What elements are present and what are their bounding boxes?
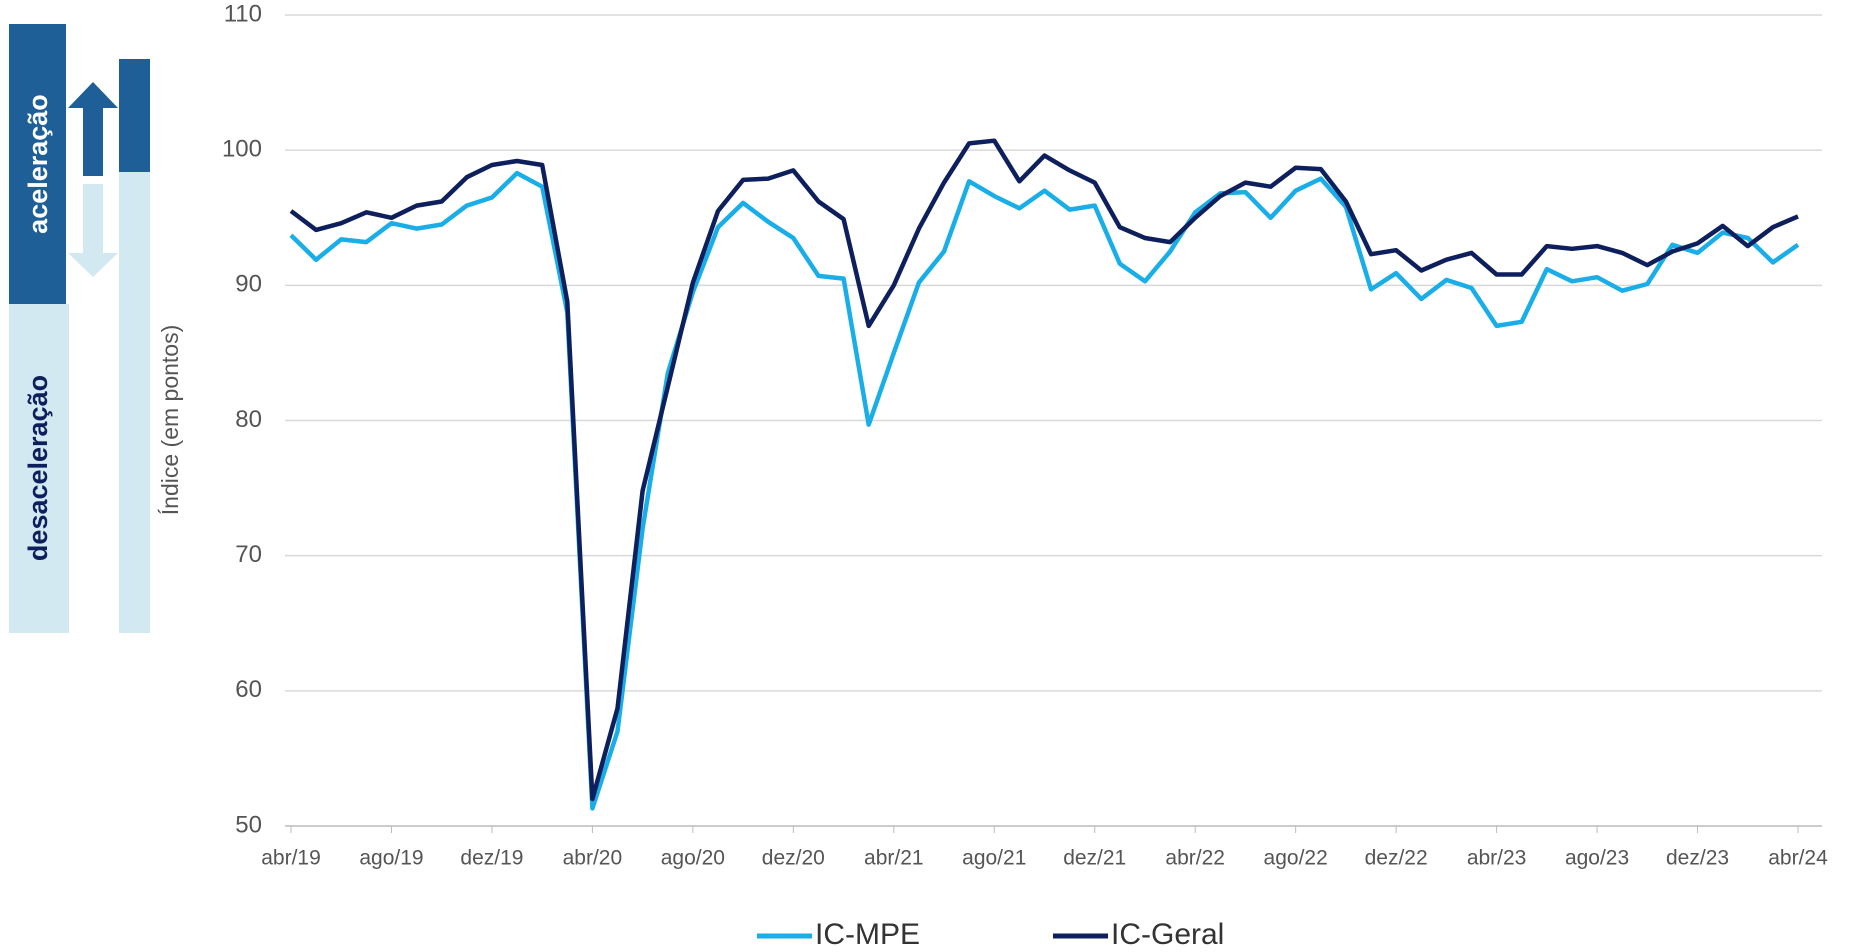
x-tick-label: abr/23: [1467, 847, 1527, 870]
y-tick-label: 110: [224, 0, 262, 27]
x-tick-label: dez/20: [762, 847, 825, 870]
x-tick-label: abr/22: [1165, 847, 1225, 870]
y-tick-label: 70: [235, 541, 262, 568]
x-tick-label: abr/24: [1768, 847, 1828, 870]
legend-label: IC-Geral: [1111, 918, 1224, 951]
y-tick-label: 90: [235, 271, 262, 298]
decor-dark: [119, 59, 150, 172]
y-axis-label: Índice (em pontos): [157, 325, 183, 515]
x-tick-label: dez/23: [1666, 847, 1729, 870]
arrow-down: [68, 184, 118, 277]
legend-label: IC-MPE: [815, 918, 920, 951]
x-tick-label: dez/19: [460, 847, 523, 870]
annotation: desaceleração: [23, 375, 53, 561]
line-series: [289, 138, 1799, 802]
decor-dark: [9, 24, 66, 304]
x-tick-label: ago/23: [1565, 847, 1629, 870]
x-tick-label: ago/20: [661, 847, 725, 870]
x-tick-label: ago/19: [359, 847, 423, 870]
x-tick-label: dez/22: [1365, 847, 1428, 870]
y-tick-label: 80: [235, 406, 262, 433]
decor-light: [9, 304, 69, 633]
x-tick-label: ago/22: [1264, 847, 1328, 870]
arrow-up: [68, 82, 118, 176]
annotation: aceleração: [23, 94, 53, 234]
x-tick-label: abr/19: [261, 847, 321, 870]
line-series: [289, 170, 1800, 811]
x-tick-label: ago/21: [962, 847, 1026, 870]
decor-light: [119, 172, 150, 633]
x-tick-label: dez/21: [1063, 847, 1126, 870]
y-tick-label: 50: [235, 811, 262, 838]
x-tick-label: abr/21: [864, 847, 924, 870]
x-tick-label: abr/20: [563, 847, 623, 870]
y-tick-label: 100: [222, 136, 262, 163]
y-tick-label: 60: [235, 676, 262, 703]
